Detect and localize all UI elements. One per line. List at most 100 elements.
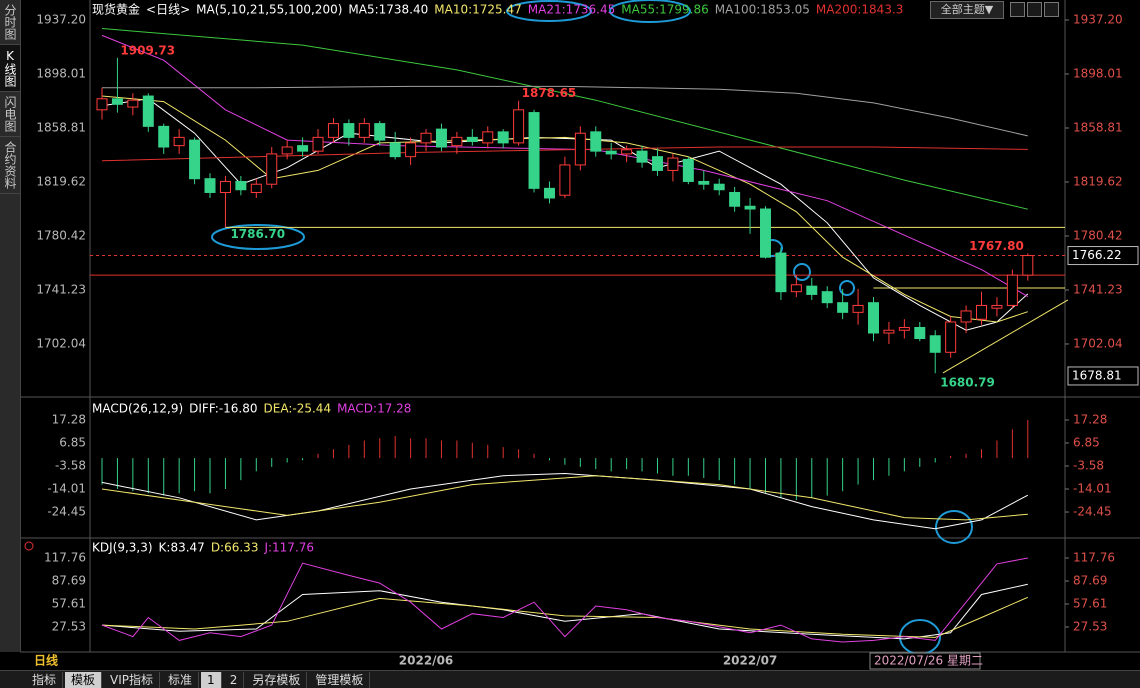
candle-body (389, 142, 401, 158)
annotation-ellipses (211, 0, 973, 655)
candle-body (713, 183, 725, 191)
y-tick-label: 1819.62 (36, 174, 86, 188)
toolbar-button[interactable]: 另存模板 (246, 672, 308, 688)
theme-button[interactable]: 全部主题▼ (930, 1, 1004, 19)
highlight-ellipse (839, 280, 855, 296)
indicator-line (101, 557, 1028, 643)
high-label: 1878.65 (522, 86, 577, 100)
legend-entry: MA100:1853.05 (715, 3, 810, 17)
legend-entry: <日线> (146, 3, 190, 17)
legend-entry: MACD(26,12,9) (92, 402, 183, 416)
y-tick-label: 27.53 (1073, 620, 1107, 634)
candle-body (976, 304, 988, 320)
legend-entry: MA10:1725.47 (434, 3, 522, 17)
indicator-line (101, 146, 1028, 162)
legend-entry: K:83.47 (159, 541, 205, 555)
indicator-line (102, 85, 1028, 137)
sidebar-tab[interactable]: K线图 (0, 45, 20, 92)
legend-entry: 现货黄金 (92, 2, 140, 17)
candle-body (312, 136, 324, 152)
y-tick-label: 1937.20 (1073, 12, 1123, 26)
candle-body (435, 128, 447, 148)
candle-body (96, 98, 108, 111)
candle-body (374, 123, 386, 141)
sidebar-tab[interactable]: 分时图 (0, 0, 20, 45)
candle-body (281, 146, 293, 155)
y-tick-label: 87.69 (1073, 574, 1107, 588)
toolbar-button[interactable]: VIP指标 (104, 672, 161, 688)
price-box (1067, 246, 1139, 266)
y-tick-label: 117.76 (1073, 551, 1115, 565)
chart: 1937.20 1937.20 1898.01 1898.01 1858.81 1858.… (20, 0, 1140, 670)
legend-entry: MACD:17.28 (337, 402, 411, 416)
indicator-line (101, 596, 1028, 638)
candle-body (466, 136, 478, 143)
window-icon[interactable] (1027, 2, 1042, 17)
candle-body (682, 158, 694, 182)
candle-body (497, 131, 509, 144)
candle-body (590, 131, 602, 152)
toolbar-button[interactable]: 标准 (162, 672, 200, 688)
toolbar-button[interactable]: 管理模板 (309, 672, 371, 688)
toolbar-button[interactable]: 1 (201, 672, 222, 688)
candle-body (127, 99, 139, 108)
last-price: 1766.22 (1072, 248, 1122, 262)
candle-body (605, 150, 617, 155)
low-label: 1680.79 (940, 376, 995, 390)
x-tick-label: 2022/06 (399, 654, 453, 668)
candle-body (405, 142, 417, 158)
candle-body (451, 136, 463, 147)
y-tick-label: 1741.23 (36, 282, 86, 296)
candle-body (806, 285, 818, 295)
window-icon[interactable] (1010, 2, 1025, 17)
legend-entry: MA55:1799.86 (621, 3, 709, 17)
y-tick-label: -3.58 (55, 459, 86, 473)
candle-body (235, 180, 247, 191)
candle-body (266, 153, 278, 185)
toolbar-button[interactable]: 模板 (65, 672, 103, 688)
y-tick-label: 27.53 (52, 620, 86, 634)
toolbar: 指标 模板 VIP指标 标准 1 2 另存模板 管理模板 (0, 670, 1140, 688)
y-tick-label: 1702.04 (1073, 336, 1123, 350)
y-tick-label: -3.58 (1073, 459, 1104, 473)
indicator-line (101, 583, 1028, 640)
legend-entry: J:117.76 (263, 541, 314, 555)
indicator-line (101, 28, 1028, 210)
sidebar-tab[interactable]: 合约资料 (0, 137, 20, 194)
y-tick-label: 1741.23 (1073, 282, 1123, 296)
legend-entry: KDJ(9,3,3) (92, 541, 153, 555)
crosshair-price: 1678.81 (1072, 368, 1122, 382)
y-tick-label: 6.85 (59, 436, 86, 450)
candle-body (204, 178, 216, 193)
high-label: 1767.80 (969, 239, 1024, 253)
y-tick-label: 1780.42 (36, 228, 86, 242)
candle-body (698, 180, 710, 185)
candle-body (574, 132, 586, 166)
candle-body (775, 252, 787, 293)
legend-entry: MA(5,10,21,55,100,200) (196, 3, 342, 17)
legend-entry: D:66.33 (211, 541, 259, 555)
window-icon[interactable] (1044, 2, 1059, 17)
y-tick-label: 87.69 (52, 574, 86, 588)
candle-body (729, 191, 741, 207)
candle-body (929, 335, 941, 353)
toolbar-button[interactable]: 2 (224, 672, 245, 688)
y-tick-label: 1858.81 (36, 120, 86, 134)
candle-body (250, 183, 262, 193)
y-tick-label: 57.61 (1073, 597, 1107, 611)
candle-body (1006, 274, 1018, 306)
y-tick-label: 57.61 (52, 597, 86, 611)
toolbar-button[interactable]: 指标 (26, 672, 64, 688)
sidebar: 分时图 K线图 闪电图 合约资料 (0, 0, 21, 652)
candle-body (898, 326, 910, 331)
legend-entry: MA5:1738.40 (348, 3, 428, 17)
candle-body (1022, 255, 1034, 276)
legend-entry: DIFF:-16.80 (189, 402, 257, 416)
candle-body (759, 208, 771, 258)
y-tick-label: -14.01 (1073, 482, 1112, 496)
sidebar-tab[interactable]: 闪电图 (0, 92, 20, 137)
indicator-line (101, 95, 1028, 323)
crosshair-price-box (1067, 366, 1139, 386)
y-tick-label: 1937.20 (36, 12, 86, 26)
